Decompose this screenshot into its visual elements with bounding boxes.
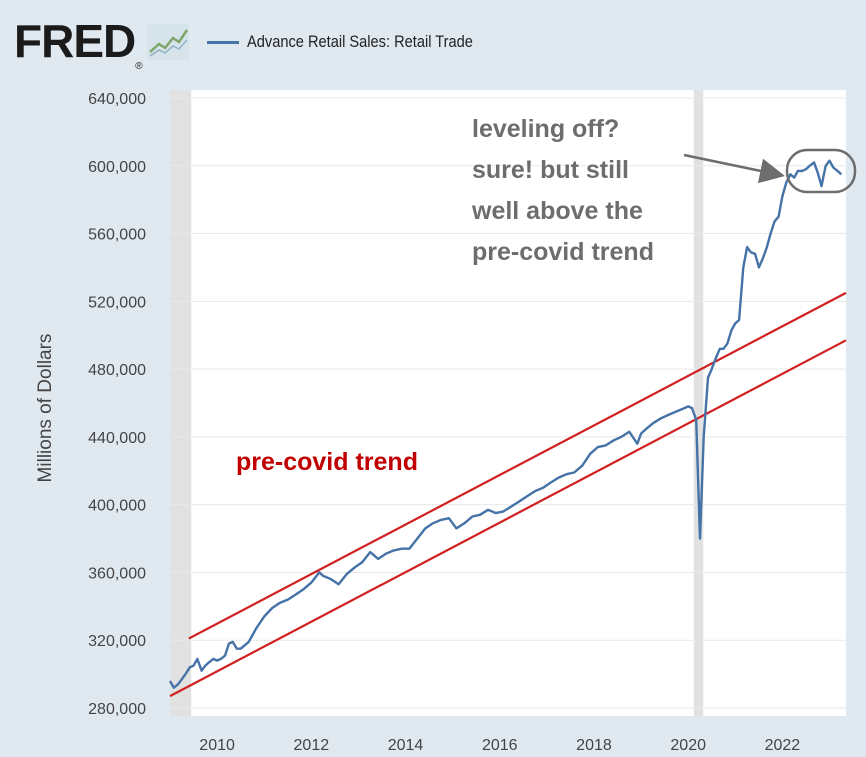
annotations: leveling off? sure! but still well above… xyxy=(236,115,857,476)
y-tick-label-3: 400,000 xyxy=(88,498,146,515)
series-lines xyxy=(168,159,843,689)
y-tick-label-0: 280,000 xyxy=(88,701,146,718)
x-tick-label-1: 2012 xyxy=(294,737,330,754)
y-axis-ticks: 280,000 320,000 360,000 400,000 440,000 480,0… xyxy=(88,91,146,718)
y-tick-label-6: 520,000 xyxy=(88,294,146,311)
fred-line-graph-icon xyxy=(147,24,189,60)
y-tick-label-2: 360,000 xyxy=(88,565,146,582)
x-tick-label-0: 2010 xyxy=(199,737,235,754)
annotation-line-3: well above the xyxy=(471,197,643,225)
legend[interactable]: Advance Retail Sales: Retail Trade xyxy=(207,30,510,54)
y-tick-label-9: 640,000 xyxy=(88,91,146,108)
recession-band-0 xyxy=(170,90,192,716)
y-tick-label-5: 480,000 xyxy=(88,362,146,379)
series-line-0 xyxy=(168,159,843,689)
plot-area xyxy=(170,90,846,716)
trend-lines xyxy=(169,291,847,698)
legend-swatch xyxy=(207,40,239,44)
fred-logo-text: FRED xyxy=(14,15,136,67)
registered-mark: ® xyxy=(135,61,142,72)
legend-series-label: Advance Retail Sales: Retail Trade xyxy=(247,32,473,51)
x-tick-label-3: 2016 xyxy=(482,737,518,754)
grid-lines xyxy=(170,97,846,709)
fred-logo[interactable]: FRED® xyxy=(14,15,143,72)
x-tick-label-6: 2022 xyxy=(765,737,801,754)
y-tick-label-7: 560,000 xyxy=(88,227,146,244)
y-tick-label-4: 440,000 xyxy=(88,430,146,447)
annotation-line-1: leveling off? xyxy=(472,115,619,143)
annotation-arrow xyxy=(683,153,785,184)
y-tick-label-8: 600,000 xyxy=(88,159,146,176)
chart-header: FRED® Advance Retail Sales: Retail Trade xyxy=(0,0,866,88)
trend-label: pre-covid trend xyxy=(236,448,418,476)
x-tick-label-2: 2014 xyxy=(388,737,424,754)
recession-band-1 xyxy=(693,90,704,716)
annotation-highlight-oval xyxy=(785,148,857,194)
trend-line-1 xyxy=(169,339,847,698)
annotation-line-4: pre-covid trend xyxy=(472,238,654,266)
y-tick-label-1: 320,000 xyxy=(88,633,146,650)
x-tick-label-4: 2018 xyxy=(576,737,612,754)
annotation-line-2: sure! but still xyxy=(472,156,629,184)
trend-line-0 xyxy=(188,291,847,640)
x-tick-label-5: 2020 xyxy=(670,737,706,754)
recession-bands xyxy=(170,90,704,716)
x-axis-ticks: 2010 2012 2014 2016 2018 2020 2022 xyxy=(199,737,800,754)
